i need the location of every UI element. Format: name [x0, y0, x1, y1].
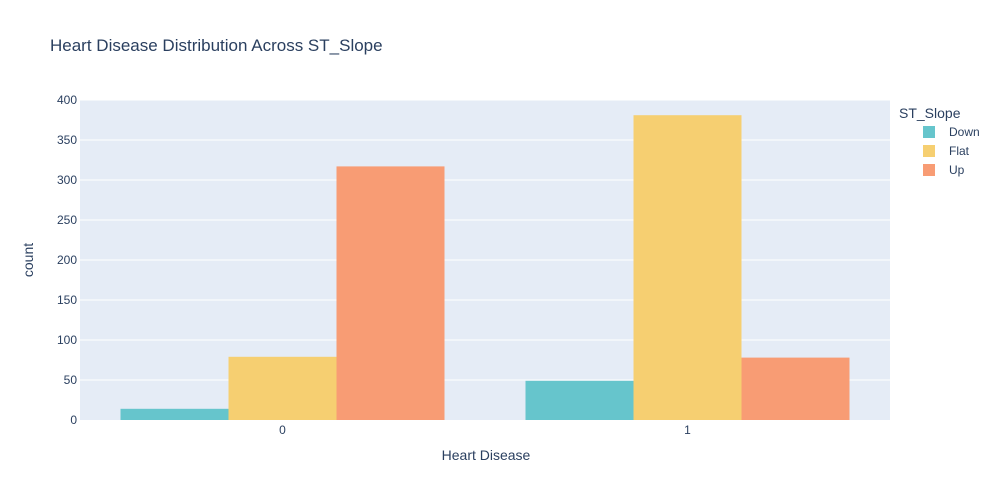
x-axis-title: Heart Disease — [442, 447, 531, 463]
bar-down-0 — [120, 408, 229, 420]
legend-items: Down Flat Up — [923, 125, 980, 177]
y-tick-label: 350 — [57, 133, 77, 147]
legend-swatch-flat — [923, 145, 935, 157]
x-tick-label: 0 — [279, 423, 286, 437]
legend-label-up: Up — [949, 163, 965, 177]
y-axis-ticks: 0 50 100 150 200 250 300 350 400 — [57, 93, 77, 427]
y-tick-label: 150 — [57, 293, 77, 307]
legend: ST_Slope Down Flat Up — [899, 105, 980, 177]
y-tick-label: 300 — [57, 173, 77, 187]
bar-down-1 — [525, 380, 634, 420]
y-tick-label: 50 — [64, 373, 78, 387]
bar-flat-0 — [228, 356, 337, 420]
y-tick-label: 100 — [57, 333, 77, 347]
legend-label-flat: Flat — [949, 144, 970, 158]
legend-title: ST_Slope — [899, 105, 961, 121]
legend-label-down: Down — [949, 125, 980, 139]
legend-swatch-down — [923, 126, 935, 138]
gridlines — [80, 99, 890, 381]
bar-flat-1 — [633, 115, 742, 420]
x-tick-label: 1 — [684, 423, 691, 437]
legend-swatch-up — [923, 164, 935, 176]
y-tick-label: 200 — [57, 253, 77, 267]
y-tick-label: 400 — [57, 93, 77, 107]
y-axis-title: count — [20, 243, 36, 277]
bar-up-1 — [741, 357, 850, 420]
chart-title: Heart Disease Distribution Across ST_Slo… — [50, 36, 383, 55]
bar-up-0 — [336, 166, 445, 420]
bars — [120, 115, 850, 420]
y-tick-label: 250 — [57, 213, 77, 227]
y-tick-label: 0 — [70, 413, 77, 427]
